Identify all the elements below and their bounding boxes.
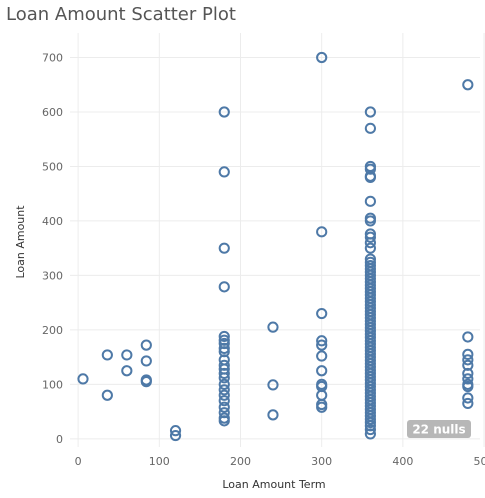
scatter-point[interactable] bbox=[316, 51, 328, 64]
scatter-point[interactable] bbox=[462, 380, 474, 393]
scatter-point[interactable] bbox=[218, 281, 230, 293]
x-tick-label: 300 bbox=[311, 455, 332, 468]
scatter-point[interactable] bbox=[218, 346, 230, 358]
scatter-point[interactable] bbox=[140, 355, 152, 367]
scatter-point[interactable] bbox=[169, 425, 182, 437]
y-tick-label: 700 bbox=[42, 52, 63, 65]
scatter-point[interactable] bbox=[77, 373, 89, 385]
scatter-point[interactable] bbox=[101, 389, 113, 401]
x-axis-ticks: 0 100 200 300 400 500 bbox=[75, 455, 485, 468]
scatter-point[interactable] bbox=[140, 339, 152, 351]
scatter-point[interactable] bbox=[316, 365, 328, 377]
scatter-point[interactable] bbox=[218, 389, 230, 401]
scatter-point[interactable] bbox=[364, 416, 376, 429]
scatter-point[interactable] bbox=[364, 215, 376, 227]
scatter-point[interactable] bbox=[364, 242, 376, 254]
scatter-point[interactable] bbox=[462, 367, 474, 380]
x-tick-label: 100 bbox=[149, 455, 170, 468]
scatter-point[interactable] bbox=[121, 349, 133, 361]
x-tick-label: 500 bbox=[474, 455, 485, 468]
scatter-point[interactable] bbox=[218, 378, 230, 390]
scatter-point[interactable] bbox=[218, 384, 230, 396]
y-axis-label: Loan Amount bbox=[14, 205, 27, 279]
y-tick-label: 600 bbox=[42, 106, 63, 119]
scatter-point[interactable] bbox=[316, 339, 328, 351]
scatter-point[interactable] bbox=[364, 423, 376, 436]
y-axis-ticks: 0 100 200 300 400 500 600 700 bbox=[42, 52, 63, 446]
chart-title: Loan Amount Scatter Plot bbox=[6, 4, 236, 25]
scatter-point[interactable] bbox=[462, 79, 474, 91]
scatter-point[interactable] bbox=[364, 428, 376, 440]
scatter-point[interactable] bbox=[364, 237, 376, 249]
x-axis-label: Loan Amount Term bbox=[222, 478, 325, 491]
scatter-point[interactable] bbox=[218, 372, 230, 384]
scatter-point[interactable] bbox=[364, 122, 376, 134]
scatter-point[interactable] bbox=[316, 226, 328, 238]
scatter-point[interactable] bbox=[316, 307, 328, 320]
data-points[interactable] bbox=[77, 51, 474, 442]
y-tick-label: 300 bbox=[42, 269, 63, 282]
scatter-point[interactable] bbox=[218, 395, 230, 407]
scatter-point[interactable] bbox=[364, 420, 376, 432]
scatter-point[interactable] bbox=[462, 359, 474, 371]
null-values-badge[interactable]: 22 nulls bbox=[407, 420, 471, 438]
scatter-point[interactable] bbox=[364, 106, 376, 118]
null-badge-label: 22 nulls bbox=[412, 423, 465, 437]
scatter-point[interactable] bbox=[462, 397, 474, 410]
scatter-point[interactable] bbox=[218, 330, 230, 343]
scatter-point[interactable] bbox=[218, 342, 230, 355]
y-tick-label: 100 bbox=[42, 378, 63, 391]
scatter-point[interactable] bbox=[316, 335, 328, 347]
scatter-point[interactable] bbox=[169, 429, 182, 442]
scatter-point[interactable] bbox=[121, 365, 133, 377]
grid bbox=[70, 33, 485, 447]
y-tick-label: 500 bbox=[42, 160, 63, 173]
scatter-point[interactable] bbox=[267, 379, 279, 391]
x-tick-label: 0 bbox=[75, 455, 82, 468]
scatter-point[interactable] bbox=[316, 401, 328, 413]
scatter-point[interactable] bbox=[140, 376, 152, 388]
scatter-point[interactable] bbox=[462, 373, 474, 385]
scatter-point[interactable] bbox=[316, 350, 328, 362]
scatter-point[interactable] bbox=[218, 359, 230, 371]
scatter-point[interactable] bbox=[364, 163, 376, 175]
scatter-point[interactable] bbox=[364, 231, 376, 243]
scatter-point[interactable] bbox=[101, 349, 113, 361]
scatter-point[interactable] bbox=[462, 348, 474, 360]
y-tick-label: 400 bbox=[42, 215, 63, 228]
scatter-point[interactable] bbox=[218, 334, 230, 346]
scatter-point[interactable] bbox=[364, 171, 376, 183]
y-tick-label: 0 bbox=[56, 433, 63, 446]
y-tick-label: 200 bbox=[42, 324, 63, 337]
null-badge-bg bbox=[407, 420, 471, 438]
scatter-point[interactable] bbox=[218, 401, 230, 413]
scatter-point[interactable] bbox=[218, 367, 230, 380]
scatter-point[interactable] bbox=[218, 337, 230, 350]
scatter-point[interactable] bbox=[267, 409, 279, 421]
scatter-point[interactable] bbox=[462, 392, 474, 404]
scatter-point[interactable] bbox=[462, 331, 474, 343]
scatter-point[interactable] bbox=[364, 195, 376, 207]
scatter-point[interactable] bbox=[267, 321, 279, 333]
scatter-point[interactable] bbox=[218, 106, 230, 118]
scatter-point[interactable] bbox=[364, 413, 376, 425]
scatter-point[interactable] bbox=[218, 166, 230, 178]
x-tick-label: 200 bbox=[230, 455, 251, 468]
x-tick-label: 400 bbox=[392, 455, 413, 468]
scatter-point[interactable] bbox=[218, 407, 230, 419]
scatter-point[interactable] bbox=[462, 354, 474, 366]
scatter-point[interactable] bbox=[218, 415, 230, 427]
scatter-point[interactable] bbox=[218, 242, 230, 254]
